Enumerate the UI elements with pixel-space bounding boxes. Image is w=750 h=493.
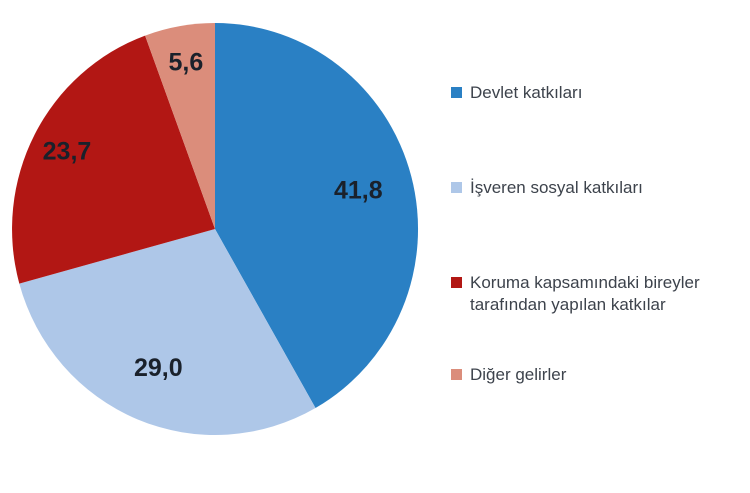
legend-swatch-dark-red <box>451 277 462 288</box>
chart-legend: Devlet katkıları İşveren sosyal katkılar… <box>451 0 749 493</box>
legend-item: İşveren sosyal katkıları <box>451 177 749 199</box>
legend-item: Devlet katkıları <box>451 82 749 104</box>
legend-item: Diğer gelirler <box>451 364 749 386</box>
pie-value-label-1: 29,0 <box>134 354 183 382</box>
pie-value-label-3: 5,6 <box>169 49 204 77</box>
legend-label: Diğer gelirler <box>470 365 567 384</box>
legend-swatch-light-blue <box>451 182 462 193</box>
legend-item: Koruma kapsamındaki bireyler tarafından … <box>451 272 749 316</box>
pie-chart: 41,8 29,0 23,7 5,6 <box>12 22 419 435</box>
legend-label: İşveren sosyal katkıları <box>470 178 643 197</box>
legend-swatch-blue <box>451 87 462 98</box>
legend-swatch-salmon <box>451 369 462 380</box>
legend-label: Devlet katkıları <box>470 83 583 102</box>
pie-slice-0 <box>215 22 419 408</box>
pie-value-label-2: 23,7 <box>43 138 92 166</box>
pie-slice-1 <box>19 229 316 435</box>
legend-label: Koruma kapsamındaki bireyler tarafından … <box>470 273 700 314</box>
pie-slice-2 <box>12 35 215 284</box>
pie-value-label-0: 41,8 <box>334 177 383 205</box>
pie-slice-3 <box>145 23 215 229</box>
